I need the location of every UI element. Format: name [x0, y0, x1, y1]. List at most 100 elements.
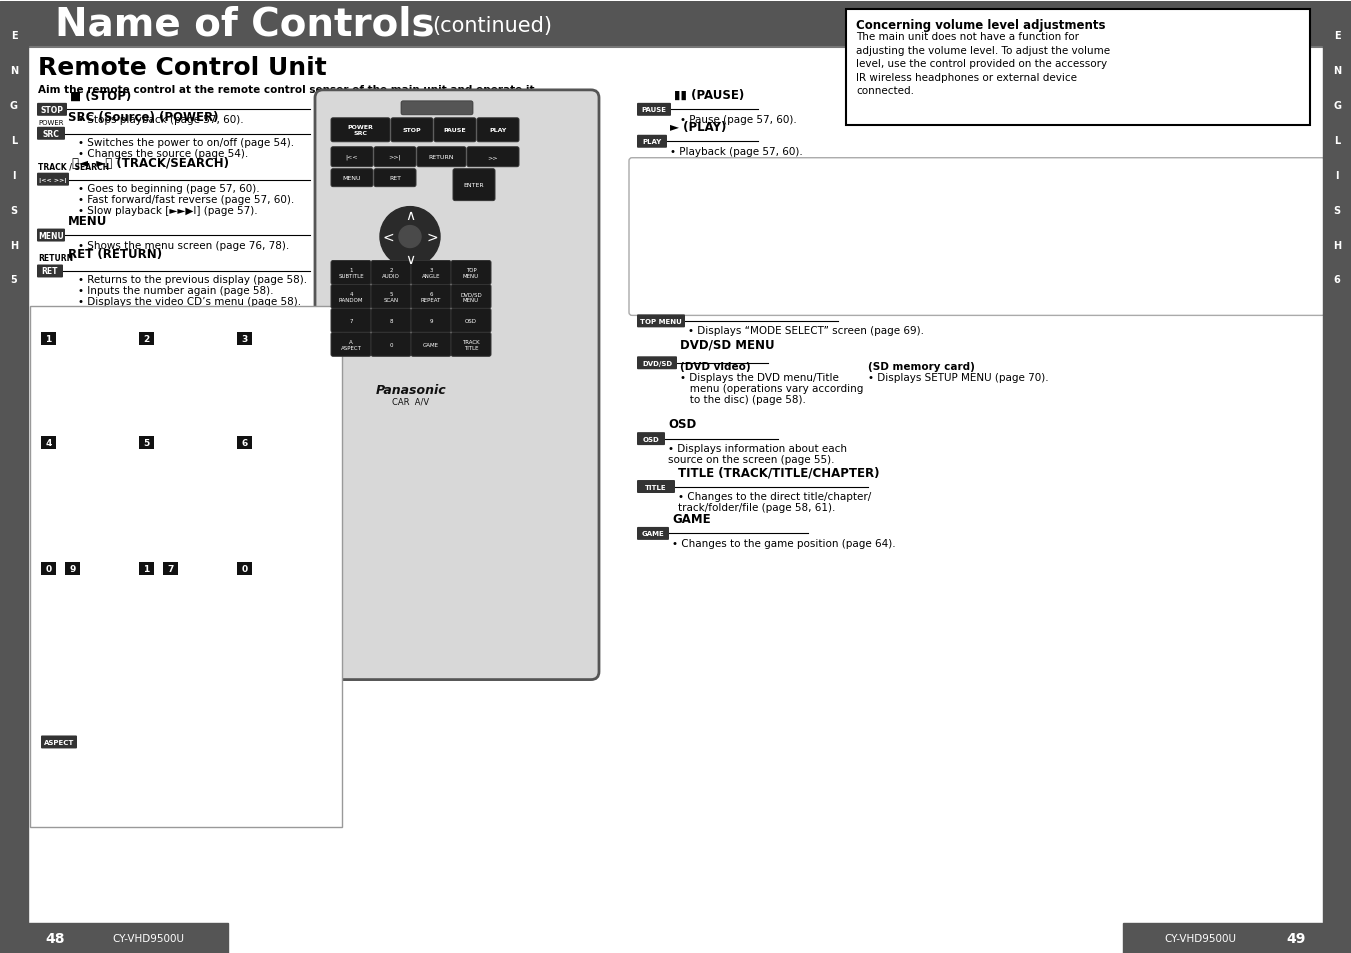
Text: sound (page 59).: sound (page 59).	[149, 404, 231, 414]
Text: stereo or monaural: stereo or monaural	[149, 394, 242, 404]
Text: Concerning volume level adjustments: Concerning volume level adjustments	[857, 19, 1105, 32]
Text: ENTER: ENTER	[750, 245, 793, 258]
FancyBboxPatch shape	[374, 148, 416, 168]
Text: 6: 6	[242, 438, 247, 448]
Text: ⏮◄  ►⏭ (TRACK/SEARCH): ⏮◄ ►⏭ (TRACK/SEARCH)	[72, 156, 230, 170]
Text: 5
SCAN: 5 SCAN	[384, 292, 399, 302]
FancyBboxPatch shape	[477, 119, 519, 143]
Text: subtitle language: subtitle language	[50, 372, 135, 382]
Text: RETURN: RETURN	[428, 155, 454, 160]
FancyBboxPatch shape	[331, 119, 390, 143]
FancyBboxPatch shape	[372, 333, 411, 357]
Text: I: I	[12, 171, 16, 180]
FancyBboxPatch shape	[315, 91, 598, 679]
Text: TITLE (TRACK/TITLE/CHAPTER): TITLE (TRACK/TITLE/CHAPTER)	[678, 465, 880, 478]
Bar	[228, 923, 1123, 953]
Text: RET: RET	[389, 176, 401, 181]
FancyBboxPatch shape	[65, 562, 80, 576]
Text: 4
RANDOM: 4 RANDOM	[339, 292, 363, 302]
Text: to: to	[57, 563, 66, 574]
Text: L: L	[11, 135, 18, 146]
Text: MENU: MENU	[38, 232, 63, 240]
Text: ∨: ∨	[405, 253, 415, 266]
Text: SCAN: SCAN	[141, 454, 174, 463]
FancyBboxPatch shape	[236, 436, 253, 450]
FancyBboxPatch shape	[163, 562, 178, 576]
Text: L: L	[1333, 135, 1340, 146]
Text: H: H	[1333, 240, 1342, 251]
Text: (continued): (continued)	[432, 16, 553, 36]
Text: AUDIO: AUDIO	[155, 335, 177, 341]
Text: ▮▮ (PAUSE): ▮▮ (PAUSE)	[674, 89, 744, 102]
Text: 5: 5	[11, 275, 18, 285]
Text: • Stops playback (page 57, 60).: • Stops playback (page 57, 60).	[78, 114, 243, 125]
Text: setting: setting	[246, 594, 280, 604]
Text: 48: 48	[45, 931, 65, 945]
Text: STOP: STOP	[403, 128, 422, 133]
Text: GAME: GAME	[423, 342, 439, 348]
Text: GAME: GAME	[642, 531, 665, 537]
Text: ► (PLAY): ► (PLAY)	[670, 121, 727, 133]
Text: [∧][∨]: [∧][∨]	[750, 199, 790, 213]
Text: TITLE: TITLE	[646, 484, 667, 490]
Text: (page 58, 61, 69, 76, 78).: (page 58, 61, 69, 76, 78).	[758, 268, 892, 278]
FancyBboxPatch shape	[411, 333, 451, 357]
Text: • Random: • Random	[45, 466, 93, 476]
Text: 7: 7	[350, 318, 353, 323]
FancyBboxPatch shape	[331, 333, 372, 357]
FancyBboxPatch shape	[453, 170, 494, 201]
Text: RANDOM: RANDOM	[42, 454, 99, 463]
Text: 1
SUBTITLE: 1 SUBTITLE	[338, 268, 363, 278]
FancyBboxPatch shape	[41, 436, 55, 450]
Text: MENU: MENU	[343, 176, 361, 181]
Text: DVD/SD
MENU: DVD/SD MENU	[461, 292, 482, 302]
Text: S: S	[11, 206, 18, 215]
FancyBboxPatch shape	[36, 128, 65, 141]
Text: RETURN: RETURN	[38, 254, 73, 263]
Text: • Playback (page 57, 60).: • Playback (page 57, 60).	[670, 147, 802, 156]
Text: 0: 0	[242, 564, 247, 574]
Text: ASPECT: ASPECT	[43, 740, 74, 745]
Text: PAUSE: PAUSE	[642, 108, 666, 113]
Text: (page 59).: (page 59).	[246, 382, 296, 392]
Text: G: G	[9, 101, 18, 111]
Text: ack/folder/file: ack/folder/file	[50, 636, 116, 646]
FancyBboxPatch shape	[467, 148, 519, 168]
Text: Name of Controls: Name of Controls	[55, 5, 435, 43]
Bar	[1123, 923, 1323, 953]
Text: 0: 0	[46, 564, 51, 574]
Text: • Pause (page 57, 60).: • Pause (page 57, 60).	[680, 114, 797, 125]
FancyBboxPatch shape	[451, 285, 490, 309]
FancyBboxPatch shape	[236, 333, 253, 346]
Text: title/chapter/tr: title/chapter/tr	[50, 626, 122, 636]
FancyBboxPatch shape	[331, 309, 372, 333]
Text: OSD: OSD	[667, 417, 696, 431]
Text: • Displays the video CD’s menu (page 58).: • Displays the video CD’s menu (page 58)…	[78, 297, 301, 307]
Text: menu (operations vary according: menu (operations vary according	[680, 384, 863, 394]
Text: The main unit does not have a function for
adjusting the volume level. To adjust: The main unit does not have a function f…	[857, 32, 1111, 96]
Text: TOP
MENU: TOP MENU	[463, 268, 480, 278]
Text: SCAN: SCAN	[155, 438, 174, 445]
FancyBboxPatch shape	[638, 135, 667, 149]
Text: • Slow playback [►►▶I] (page 57).: • Slow playback [►►▶I] (page 57).	[78, 206, 258, 215]
Text: • Switches the power to on/off (page 54).: • Switches the power to on/off (page 54)…	[78, 137, 295, 148]
FancyBboxPatch shape	[36, 173, 69, 187]
Text: 6: 6	[1333, 275, 1340, 285]
Text: 9: 9	[69, 564, 76, 574]
Text: • Switches the: • Switches the	[45, 362, 116, 372]
Text: (DVD video): (DVD video)	[680, 362, 751, 372]
FancyBboxPatch shape	[451, 333, 490, 357]
Text: I: I	[1335, 171, 1339, 180]
Text: ■ (STOP): ■ (STOP)	[70, 90, 131, 103]
Text: GAME: GAME	[671, 513, 711, 525]
Text: • Goes to beginning (page 57, 60).: • Goes to beginning (page 57, 60).	[78, 184, 259, 193]
Text: TRACK
TITLE: TRACK TITLE	[462, 339, 480, 351]
FancyBboxPatch shape	[372, 285, 411, 309]
Text: N: N	[1333, 66, 1342, 76]
FancyBboxPatch shape	[36, 230, 65, 242]
Text: • Inputs the number again (page 58).: • Inputs the number again (page 58).	[78, 286, 273, 296]
Text: PLAY: PLAY	[642, 139, 662, 145]
Text: 5: 5	[143, 438, 150, 448]
Text: [∧]: [∧]	[642, 172, 662, 186]
FancyBboxPatch shape	[630, 158, 1325, 316]
